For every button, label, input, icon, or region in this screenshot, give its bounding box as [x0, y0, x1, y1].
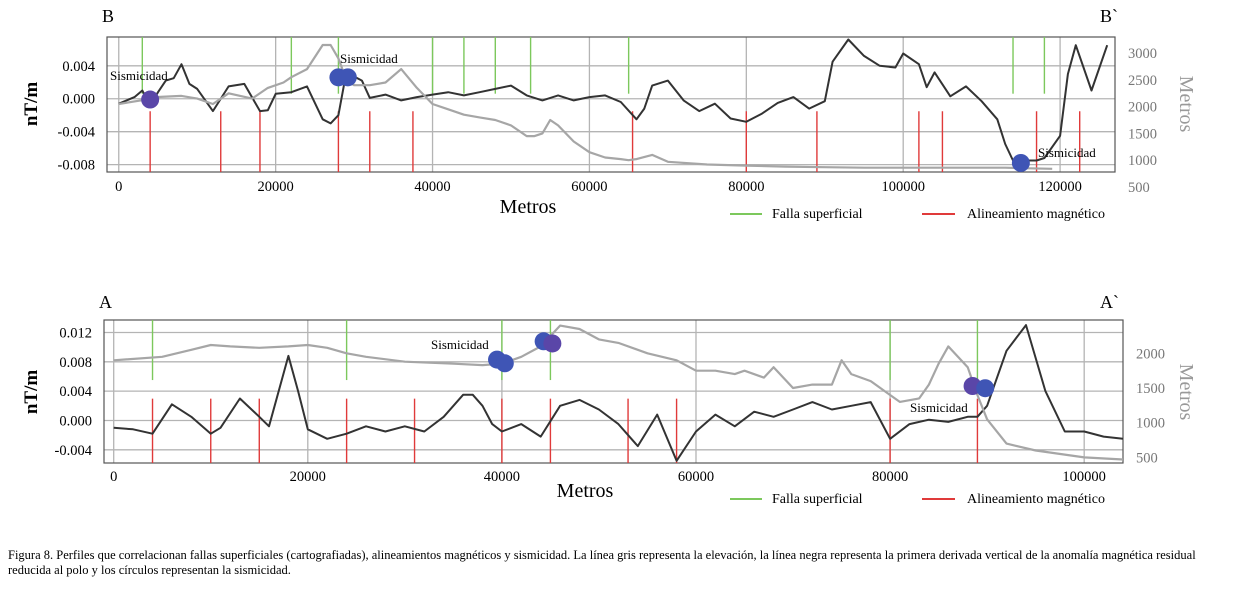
magnetic-derivative-line — [113, 324, 1123, 462]
y-left-tick-label: 0.008 — [59, 355, 92, 371]
x-tick-label: 20000 — [290, 469, 326, 485]
y-left-tick-label: 0.004 — [59, 384, 92, 400]
profile-start-label: B — [102, 6, 114, 26]
x-tick-label: 0 — [110, 469, 117, 485]
x-tick-label: 120000 — [1038, 179, 1082, 195]
x-tick-label: 80000 — [728, 179, 764, 195]
x-tick-label: 20000 — [258, 179, 294, 195]
x-tick-label: 100000 — [1062, 469, 1106, 485]
legend-fault-label: Falla superficial — [772, 492, 863, 507]
sismicidad-label: Sismicidad — [1038, 145, 1096, 160]
plot-frame — [103, 319, 1124, 464]
y-left-tick-label: 0.000 — [62, 92, 95, 108]
y-left-tick-label: -0.004 — [55, 443, 93, 459]
y-right-tick-label: 1000 — [1128, 153, 1157, 169]
sismicidad-point — [495, 354, 514, 373]
sismicidad-point — [1011, 153, 1030, 172]
figure-caption: Figura 8. Perfiles que correlacionan fal… — [8, 548, 1196, 577]
y-right-tick-label: 1500 — [1128, 126, 1157, 142]
chart-panel-a: Sismicidad Sismicidad 0.012 0.008 0.004 0.000… — [21, 292, 1197, 507]
profile-start-label: A — [99, 292, 112, 312]
elevation-line — [118, 43, 1053, 170]
x-tick-label: 100000 — [881, 179, 925, 195]
y-axis-left-label: nT/m — [21, 82, 42, 127]
y-axis-left-label: nT/m — [21, 370, 42, 415]
plot-area — [113, 320, 1123, 463]
sismicidad-point — [141, 90, 160, 109]
x-tick-label: 60000 — [571, 179, 607, 195]
y-right-tick-label: 500 — [1128, 180, 1150, 196]
sismicidad-label: Sismicidad — [340, 51, 398, 66]
sismicidad-label: Sismicidad — [431, 337, 489, 352]
y-left-tick-label: -0.008 — [58, 158, 95, 174]
y-axis-right-label: Metros — [1175, 364, 1197, 421]
y-left-tick-label: -0.004 — [58, 125, 96, 141]
sismicidad-point — [543, 334, 562, 353]
y-left-tick-label: 0.000 — [59, 413, 92, 429]
magnetic-derivative-line — [118, 38, 1109, 169]
y-left-tick-label: 0.004 — [62, 59, 95, 75]
y-right-tick-label: 2000 — [1136, 346, 1165, 362]
x-tick-label: 60000 — [678, 469, 714, 485]
x-tick-label: 40000 — [414, 179, 450, 195]
y-axis-right-label: Metros — [1175, 76, 1197, 133]
plot-frame — [106, 36, 1116, 173]
x-axis-label: Metros — [500, 196, 557, 218]
elevation-line — [113, 324, 1123, 461]
y-right-tick-label: 3000 — [1128, 46, 1157, 62]
x-tick-label: 0 — [115, 179, 122, 195]
y-right-tick-label: 1000 — [1136, 416, 1165, 432]
profile-end-label: A` — [1100, 292, 1119, 312]
x-tick-label: 80000 — [872, 469, 908, 485]
y-right-tick-label: 2500 — [1128, 73, 1157, 89]
plot-area — [118, 37, 1109, 172]
legend-alignment-label: Alineamiento magnético — [967, 492, 1105, 507]
y-right-tick-label: 500 — [1136, 450, 1158, 466]
sismicidad-label: Sismicidad — [110, 68, 168, 83]
sismicidad-label: Sismicidad — [910, 400, 968, 415]
x-axis-label: Metros — [557, 480, 614, 502]
legend-alignment-label: Alineamiento magnético — [967, 207, 1105, 222]
profile-end-label: B` — [1100, 6, 1118, 26]
x-tick-label: 40000 — [484, 469, 520, 485]
chart-panel-b: Sismicidad Sismicidad Sismicidad 0.004 0.000… — [21, 6, 1197, 222]
sismicidad-point — [338, 68, 357, 87]
y-left-tick-label: 0.012 — [59, 325, 92, 341]
y-right-tick-label: 2000 — [1128, 100, 1157, 116]
sismicidad-point — [976, 379, 995, 398]
legend-fault-label: Falla superficial — [772, 207, 863, 222]
y-right-tick-label: 1500 — [1136, 381, 1165, 397]
